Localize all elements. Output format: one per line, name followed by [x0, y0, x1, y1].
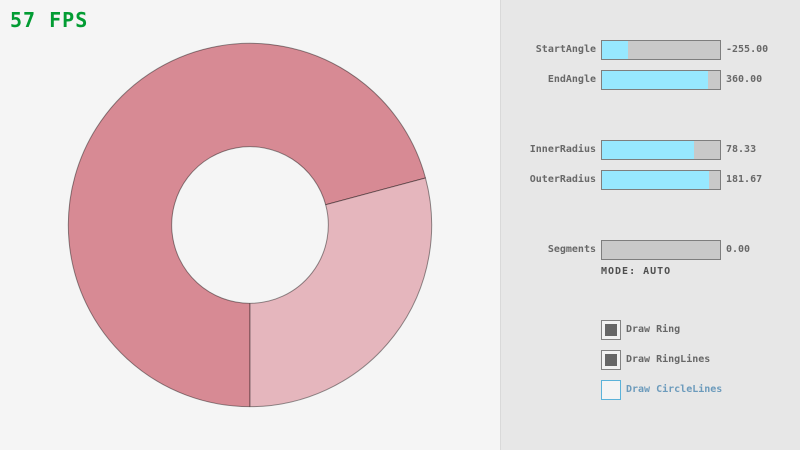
- checkbox-box-draw-ringlines[interactable]: [601, 350, 621, 370]
- slider-label-segments: Segments: [547, 244, 596, 255]
- fps-counter: 57 FPS: [10, 8, 89, 32]
- slider-segments[interactable]: [601, 240, 721, 260]
- checkbox-box-draw-circlelines[interactable]: [601, 380, 621, 400]
- check-mark-icon: [605, 324, 617, 336]
- slider-value-startangle: -255.00: [726, 44, 769, 55]
- slider-fill-endangle: [602, 71, 709, 89]
- checkbox-label-draw-ringlines: Draw RingLines: [626, 354, 711, 365]
- slider-startangle[interactable]: [601, 40, 721, 60]
- slider-value-endangle: 360.00: [726, 74, 763, 85]
- check-mark-icon: [605, 354, 617, 366]
- slider-fill-outerradius: [602, 171, 710, 189]
- slider-endangle[interactable]: [601, 70, 721, 90]
- slider-row-endangle: EndAngle 360.00: [501, 70, 800, 90]
- slider-fill-innerradius: [602, 141, 695, 159]
- ring-sector-single: [249, 177, 433, 408]
- slider-row-innerradius: InnerRadius 78.33: [501, 140, 800, 160]
- checkbox-label-draw-circlelines: Draw CircleLines: [626, 384, 723, 395]
- slider-row-segments: Segments 0.00: [501, 240, 800, 260]
- slider-label-innerradius: InnerRadius: [529, 144, 596, 155]
- ring-sector-overlap: [67, 42, 426, 408]
- slider-label-endangle: EndAngle: [547, 74, 596, 85]
- slider-value-outerradius: 181.67: [726, 174, 763, 185]
- slider-row-startangle: StartAngle -255.00: [501, 40, 800, 60]
- slider-value-segments: 0.00: [726, 244, 751, 255]
- slider-label-outerradius: OuterRadius: [529, 174, 596, 185]
- slider-value-innerradius: 78.33: [726, 144, 757, 155]
- slider-outerradius[interactable]: [601, 170, 721, 190]
- checkbox-label-draw-ring: Draw Ring: [626, 324, 681, 335]
- mode-label: MODE: AUTO: [601, 266, 672, 277]
- checkbox-box-draw-ring[interactable]: [601, 320, 621, 340]
- control-panel: StartAngle -255.00 EndAngle 360.00 Inner…: [500, 0, 800, 450]
- slider-label-startangle: StartAngle: [535, 44, 596, 55]
- slider-innerradius[interactable]: [601, 140, 721, 160]
- slider-row-outerradius: OuterRadius 181.67: [501, 170, 800, 190]
- slider-fill-startangle: [602, 41, 628, 59]
